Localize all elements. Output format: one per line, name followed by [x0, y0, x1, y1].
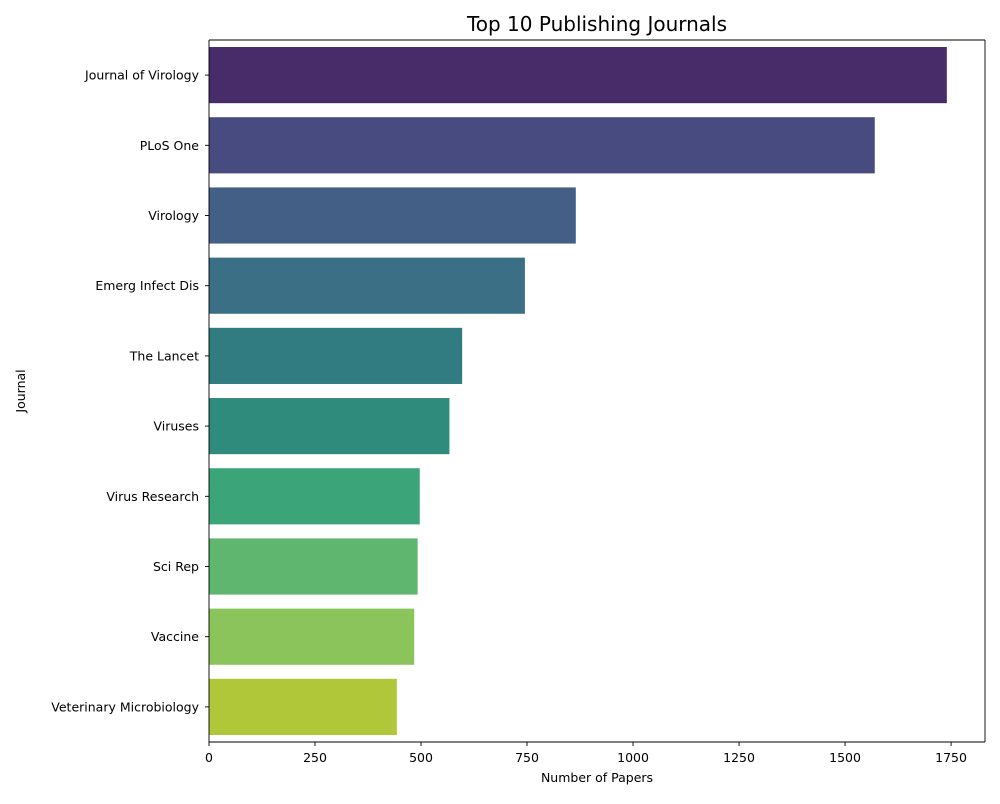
y-tick-label: Veterinary Microbiology	[51, 699, 199, 714]
bar	[209, 327, 463, 384]
bars-layer	[209, 47, 947, 735]
bar	[209, 47, 947, 104]
y-tick-label: Sci Rep	[153, 559, 199, 574]
axes-spines	[208, 39, 986, 743]
y-tick-label: Virology	[148, 208, 199, 223]
x-axis-title: Number of Papers	[541, 770, 653, 785]
y-axis-title: Journal	[13, 369, 28, 413]
bar	[209, 117, 875, 174]
bar	[209, 608, 415, 665]
x-tick-label: 250	[303, 750, 327, 765]
bar	[209, 538, 418, 595]
x-axis-ticks: 0 250 500 750 1000 1250 1500 1750	[205, 742, 967, 765]
bar	[209, 468, 420, 525]
y-tick-label: Virus Research	[106, 489, 199, 504]
y-tick-label: The Lancet	[129, 348, 199, 363]
y-tick-label: Viruses	[153, 419, 199, 434]
x-tick-label: 1000	[617, 750, 649, 765]
x-tick-label: 1250	[723, 750, 755, 765]
x-tick-label: 500	[409, 750, 433, 765]
y-axis-ticks: Journal of Virology PLoS One Virology Emerg…	[51, 68, 209, 714]
chart-title: Top 10 Publishing Journals	[466, 12, 727, 36]
x-tick-label: 750	[515, 750, 539, 765]
x-tick-label: 1500	[829, 750, 861, 765]
y-tick-label: Emerg Infect Dis	[95, 278, 199, 293]
y-tick-label: Vaccine	[151, 629, 199, 644]
bar	[209, 398, 450, 455]
bar	[209, 678, 397, 735]
x-tick-label: 1750	[935, 750, 967, 765]
y-tick-label: Journal of Virology	[84, 68, 200, 83]
bar	[209, 257, 525, 314]
x-tick-label: 0	[205, 750, 213, 765]
bar	[209, 187, 576, 244]
y-tick-label: PLoS One	[140, 138, 200, 153]
